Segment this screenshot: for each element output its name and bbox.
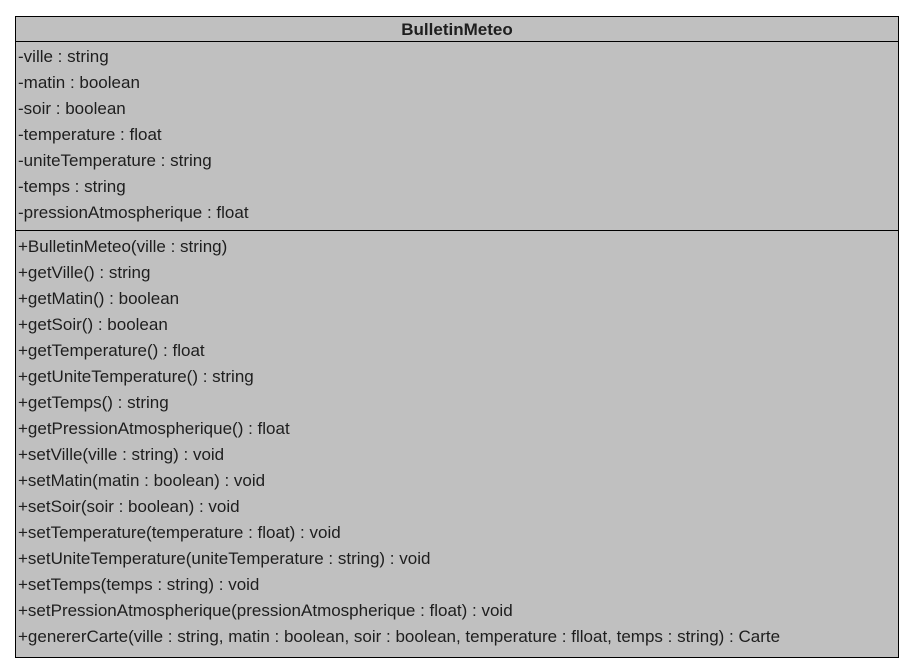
attribute-temperature: -temperature : float xyxy=(18,125,162,144)
attribute-matin: -matin : boolean xyxy=(18,73,140,92)
operation-get-ville: +getVille() : string xyxy=(18,263,151,282)
operation-set-unite-temperature: +setUniteTemperature(uniteTemperature : … xyxy=(18,549,431,568)
operation-set-matin: +setMatin(matin : boolean) : void xyxy=(18,471,266,490)
operation-constructor: +BulletinMeteo(ville : string) xyxy=(18,237,228,256)
operation-get-temperature: +getTemperature() : float xyxy=(18,341,205,360)
attribute-pression-atmospherique: -pressionAtmospherique : float xyxy=(18,203,249,222)
attribute-ville: -ville : string xyxy=(18,47,109,66)
operations-compartment: +BulletinMeteo(ville : string) +getVille… xyxy=(16,231,898,650)
operation-set-pression-atmospherique: +setPressionAtmospherique(pressionAtmosp… xyxy=(18,601,513,620)
attribute-unite-temperature: -uniteTemperature : string xyxy=(18,151,212,170)
operation-get-matin: +getMatin() : boolean xyxy=(18,289,180,308)
class-name: BulletinMeteo xyxy=(16,17,898,42)
attribute-temps: -temps : string xyxy=(18,177,126,196)
operation-set-temperature: +setTemperature(temperature : float) : v… xyxy=(18,523,341,542)
operation-get-soir: +getSoir() : boolean xyxy=(18,315,168,334)
operation-get-temps: +getTemps() : string xyxy=(18,393,169,412)
attribute-soir: -soir : boolean xyxy=(18,99,126,118)
operation-get-pression-atmospherique: +getPressionAtmospherique() : float xyxy=(18,419,290,438)
operation-set-temps: +setTemps(temps : string) : void xyxy=(18,575,260,594)
operation-generer-carte: +genererCarte(ville : string, matin : bo… xyxy=(18,627,781,646)
uml-class-box: BulletinMeteo -ville : string -matin : b… xyxy=(15,16,899,658)
operation-set-soir: +setSoir(soir : boolean) : void xyxy=(18,497,240,516)
operation-set-ville: +setVille(ville : string) : void xyxy=(18,445,225,464)
operation-get-unite-temperature: +getUniteTemperature() : string xyxy=(18,367,254,386)
attributes-compartment: -ville : string -matin : boolean -soir :… xyxy=(16,42,898,231)
